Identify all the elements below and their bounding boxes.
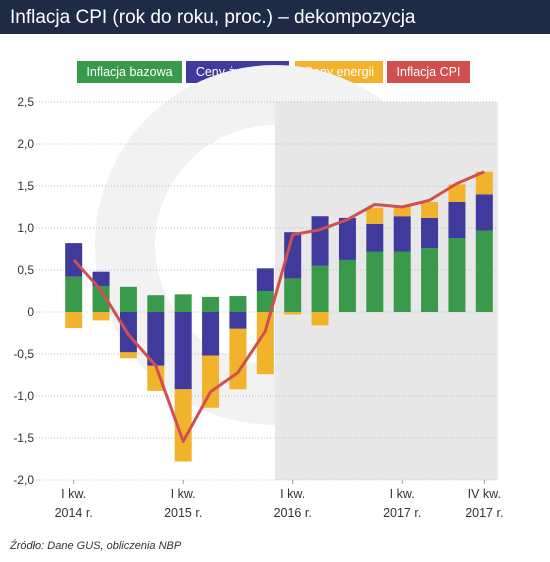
legend-label: Inflacja CPI	[396, 65, 461, 79]
energy-bar	[256, 312, 274, 375]
core-bar	[65, 276, 83, 312]
core-bar	[338, 259, 356, 312]
food-bar	[366, 223, 384, 252]
legend-item-core: Inflacja bazowa	[77, 61, 182, 83]
food-bar	[338, 217, 356, 260]
x-tick-label: IV kw.	[468, 487, 501, 501]
y-tick-label: -1,0	[13, 389, 34, 403]
core-bar	[448, 238, 466, 312]
food-bar	[284, 232, 302, 279]
energy-bar	[147, 365, 165, 391]
x-tick-label: 2017 r.	[383, 506, 421, 520]
core-bar	[284, 278, 302, 312]
core-bar	[393, 251, 411, 312]
food-bar	[421, 217, 439, 249]
y-tick-label: 0	[27, 305, 34, 319]
food-bar	[92, 271, 110, 286]
energy-bar	[92, 312, 110, 321]
legend-label: Inflacja bazowa	[86, 65, 173, 79]
y-tick-label: -1,5	[13, 431, 34, 445]
y-tick-label: 2,5	[17, 95, 34, 109]
x-tick-label: 2017 r.	[465, 506, 503, 520]
core-bar	[366, 251, 384, 312]
energy-bar	[421, 201, 439, 218]
core-bar	[174, 294, 192, 312]
y-tick-label: -0,5	[13, 347, 34, 361]
core-bar	[202, 296, 220, 312]
x-tick-label: I kw.	[280, 487, 305, 501]
energy-bar	[202, 355, 220, 408]
x-tick-label: 2016 r.	[274, 506, 312, 520]
core-bar	[256, 291, 274, 312]
food-bar	[311, 216, 329, 266]
x-tick-label: 2014 r.	[55, 506, 93, 520]
energy-bar	[229, 328, 247, 390]
food-bar	[448, 201, 466, 239]
x-tick-label: I kw.	[171, 487, 196, 501]
y-tick-label: 0,5	[17, 263, 34, 277]
legend-item-cpi: Inflacja CPI	[387, 61, 470, 83]
energy-bar	[366, 207, 384, 224]
food-bar	[256, 268, 274, 291]
food-bar	[393, 216, 411, 252]
title-bar: Inflacja CPI (rok do roku, proc.) – deko…	[0, 0, 550, 34]
x-tick-label: 2015 r.	[164, 506, 202, 520]
energy-bar	[311, 312, 329, 326]
y-tick-label: 2,0	[17, 137, 34, 151]
energy-bar	[393, 205, 411, 217]
food-bar	[229, 312, 247, 329]
food-bar	[147, 312, 165, 366]
energy-bar	[284, 312, 302, 315]
chart-plot: 2,5 2,0 1,5 1,0 0,5 0 -0,5 -1,0 -1,5 -2,0 I kw. 201…	[13, 65, 503, 520]
chart-title: Inflacja CPI (rok do roku, proc.) – deko…	[10, 7, 416, 28]
energy-bar	[119, 352, 137, 359]
energy-bar	[65, 312, 83, 328]
food-bar	[475, 194, 493, 231]
y-tick-label: 1,0	[17, 221, 34, 235]
energy-bar	[475, 171, 493, 195]
x-tick-label: I kw.	[390, 487, 415, 501]
core-bar	[147, 295, 165, 312]
core-bar	[92, 285, 110, 312]
food-bar	[202, 312, 220, 356]
energy-bar	[448, 184, 466, 202]
cpi-line	[72, 170, 485, 443]
core-bar	[475, 230, 493, 312]
x-tick-label: I kw.	[61, 487, 86, 501]
food-bar	[174, 312, 192, 390]
core-bar	[229, 296, 247, 312]
y-tick-label: -2,0	[13, 473, 34, 487]
energy-bar	[174, 389, 192, 462]
y-tick-label: 1,5	[17, 179, 34, 193]
core-bar	[421, 248, 439, 312]
core-bar	[311, 265, 329, 312]
core-bar	[119, 286, 137, 312]
source-note: Źródło: Dane GUS, obliczenia NBP	[10, 540, 182, 552]
